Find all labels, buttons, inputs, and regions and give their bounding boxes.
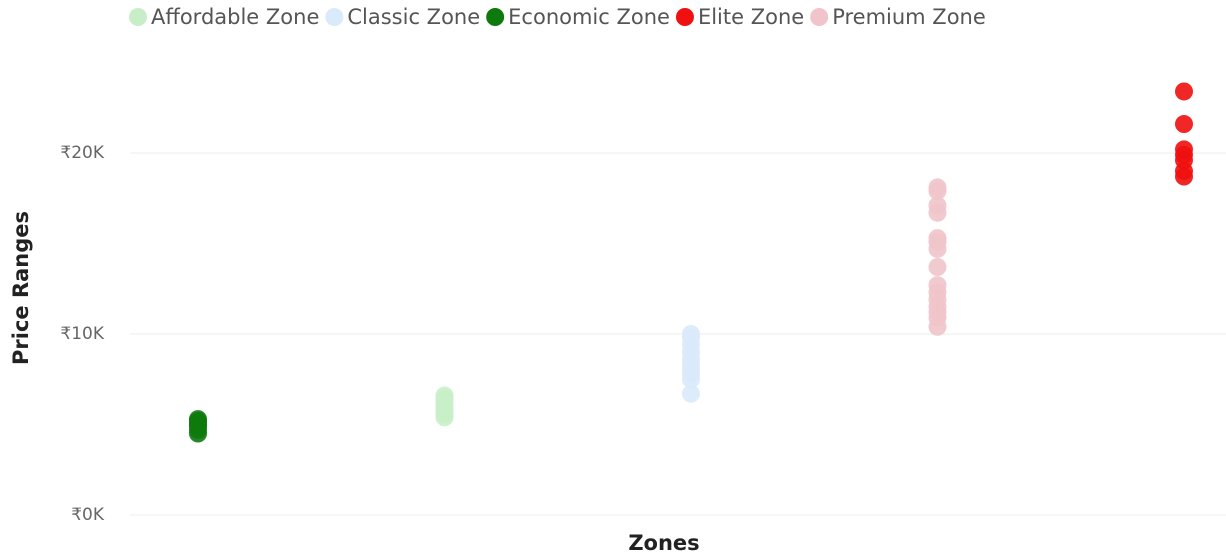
legend-label: Affordable Zone — [151, 5, 319, 29]
legend-marker — [675, 8, 694, 26]
legend-label: Economic Zone — [508, 5, 670, 29]
data-point — [928, 276, 947, 295]
y-tick-label: ₹10K — [60, 324, 104, 344]
legend-marker — [810, 8, 829, 26]
data-point — [928, 258, 947, 277]
legend-label: Premium Zone — [832, 5, 986, 29]
legend-label: Classic Zone — [347, 5, 480, 29]
data-point — [1175, 140, 1193, 159]
data-point — [1175, 115, 1193, 134]
data-point — [928, 229, 947, 248]
legend-marker — [129, 8, 147, 26]
data-point — [682, 325, 700, 343]
data-point — [682, 384, 700, 403]
data-point — [928, 196, 947, 215]
y-tick-label: ₹20K — [60, 143, 104, 163]
data-point — [189, 410, 207, 429]
legend-label: Elite Zone — [698, 5, 804, 29]
data-point — [1175, 82, 1193, 101]
legend-marker — [325, 8, 344, 26]
y-tick-label: ₹0K — [71, 505, 105, 525]
x-axis-title: Zones — [628, 531, 699, 555]
legend-marker — [486, 8, 505, 26]
data-point — [928, 178, 947, 197]
data-point — [435, 386, 454, 405]
y-axis-title: Price Ranges — [9, 211, 33, 365]
